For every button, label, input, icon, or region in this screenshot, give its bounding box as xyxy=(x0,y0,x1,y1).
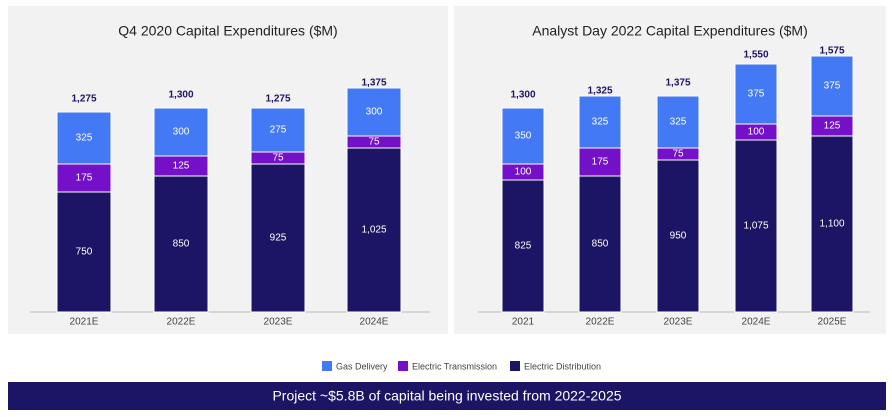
value-label: 125 xyxy=(173,161,190,172)
bar-segment: Gas Delivery xyxy=(734,63,778,125)
bar-segment: Gas Delivery xyxy=(578,95,622,149)
bar-segment: Electric Distribution xyxy=(346,147,402,313)
value-label: 825 xyxy=(515,241,532,252)
value-label: 75 xyxy=(272,153,284,164)
total-label: 1,325 xyxy=(587,86,612,97)
x-tick-label: 2022E xyxy=(167,317,196,328)
value-label: 750 xyxy=(76,247,93,258)
bar-segment: Gas Delivery xyxy=(656,95,700,149)
value-label: 175 xyxy=(76,173,93,184)
bar-segment: Gas Delivery xyxy=(250,107,306,153)
bar-segment: Electric Distribution xyxy=(250,163,306,313)
total-label: 1,375 xyxy=(361,78,386,89)
value-label: 300 xyxy=(173,127,190,138)
value-label: 1,100 xyxy=(819,219,844,230)
value-label: 1,025 xyxy=(361,225,386,236)
x-tick-label: 2023E xyxy=(264,317,293,328)
total-label: 1,300 xyxy=(510,90,535,101)
x-tick-label: 2024E xyxy=(742,317,771,328)
value-label: 75 xyxy=(672,149,684,160)
value-label: 850 xyxy=(173,239,190,250)
value-label: 350 xyxy=(515,131,532,142)
value-label: 325 xyxy=(76,133,93,144)
total-label: 1,375 xyxy=(665,78,690,89)
value-label: 325 xyxy=(592,117,609,128)
legend-swatch xyxy=(398,361,408,371)
value-label: 100 xyxy=(748,127,765,138)
bar-segment: Electric Transmission xyxy=(578,147,622,177)
bar-segment: Gas Delivery xyxy=(56,111,112,165)
banner-text: Project ~$5.8B of capital being invested… xyxy=(272,388,621,404)
value-label: 325 xyxy=(670,117,687,128)
value-label: 275 xyxy=(270,125,287,136)
total-label: 1,275 xyxy=(265,94,290,105)
value-label: 175 xyxy=(592,157,609,168)
bar-segment: Gas Delivery xyxy=(346,87,402,137)
value-label: 1,075 xyxy=(743,221,768,232)
total-label: 1,575 xyxy=(819,46,844,57)
x-tick-label: 2022E xyxy=(586,317,615,328)
value-label: 375 xyxy=(748,89,765,100)
value-label: 75 xyxy=(368,137,380,148)
x-tick-label: 2021 xyxy=(512,317,535,328)
bar-segment: Gas Delivery xyxy=(501,107,545,165)
legend-label: Gas Delivery xyxy=(336,361,388,371)
legend-label: Electric Transmission xyxy=(412,361,497,371)
legend-label: Electric Distribution xyxy=(524,361,601,371)
legend-swatch xyxy=(510,361,520,371)
value-label: 375 xyxy=(824,81,841,92)
value-label: 125 xyxy=(824,121,841,132)
bar-segment: Gas Delivery xyxy=(153,107,209,157)
x-tick-label: 2025E xyxy=(818,317,847,328)
value-label: 850 xyxy=(592,239,609,250)
total-label: 1,550 xyxy=(743,50,768,61)
total-label: 1,275 xyxy=(71,94,96,105)
chart-title: Analyst Day 2022 Capital Expenditures ($… xyxy=(532,23,807,39)
bar-segment: Electric Distribution xyxy=(153,175,209,313)
value-label: 925 xyxy=(270,233,287,244)
banner xyxy=(8,382,886,410)
legend-swatch xyxy=(322,361,332,371)
chart-title: Q4 2020 Capital Expenditures ($M) xyxy=(118,23,337,39)
value-label: 950 xyxy=(670,231,687,242)
bar-segment: Electric Distribution xyxy=(734,139,778,313)
x-tick-label: 2021E xyxy=(70,317,99,328)
bar-segment: Gas Delivery xyxy=(810,55,854,117)
x-tick-label: 2024E xyxy=(360,317,389,328)
value-label: 300 xyxy=(366,107,383,118)
total-label: 1,300 xyxy=(168,90,193,101)
value-label: 100 xyxy=(515,167,532,178)
x-tick-label: 2023E xyxy=(664,317,693,328)
bar-segment: Electric Distribution xyxy=(501,179,545,313)
